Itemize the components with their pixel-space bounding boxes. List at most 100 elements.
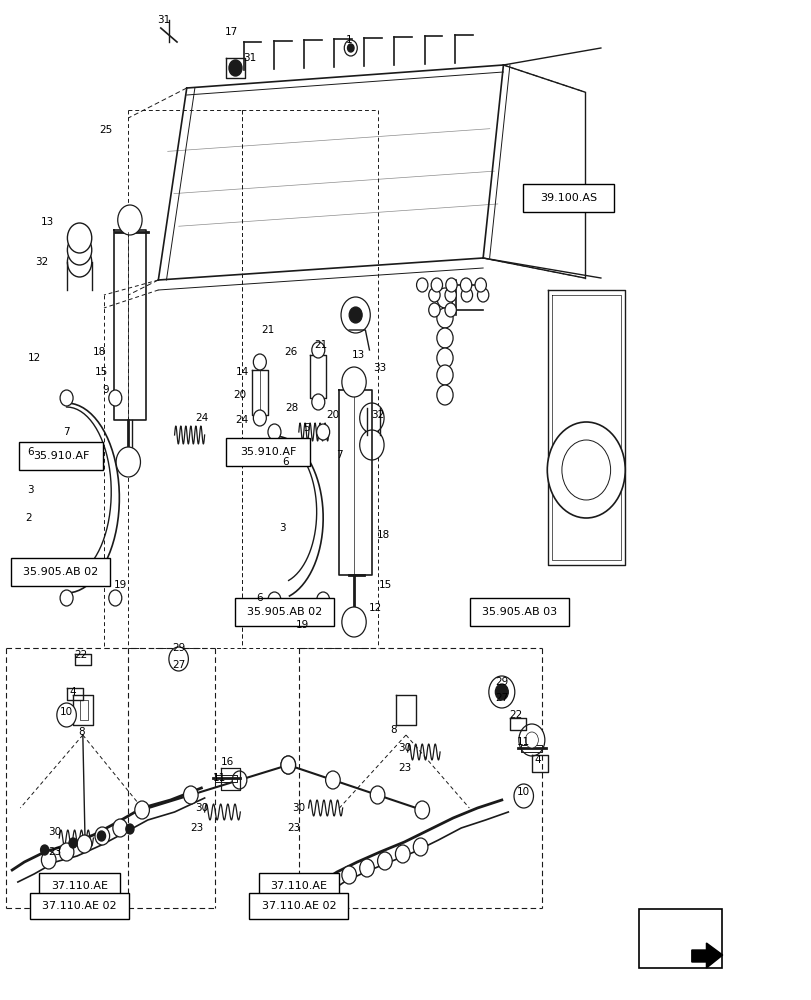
- Text: 23: 23: [397, 763, 410, 773]
- Text: 32: 32: [36, 257, 49, 267]
- Circle shape: [77, 835, 92, 853]
- Circle shape: [316, 592, 329, 608]
- Circle shape: [414, 801, 429, 819]
- Circle shape: [513, 784, 533, 808]
- Text: 8: 8: [390, 725, 397, 735]
- FancyBboxPatch shape: [470, 598, 569, 626]
- Text: 39.100.AS: 39.100.AS: [539, 193, 596, 203]
- Text: 18: 18: [376, 530, 389, 540]
- Circle shape: [281, 756, 295, 774]
- Circle shape: [95, 827, 109, 845]
- Text: 13: 13: [41, 217, 54, 227]
- Circle shape: [116, 447, 140, 477]
- Text: 23: 23: [190, 823, 203, 833]
- Text: 3: 3: [279, 523, 285, 533]
- Text: 10: 10: [60, 707, 73, 717]
- Circle shape: [477, 288, 488, 302]
- Circle shape: [436, 328, 453, 348]
- Circle shape: [460, 278, 471, 292]
- Text: 15: 15: [95, 367, 108, 377]
- Circle shape: [370, 786, 384, 804]
- Text: 6: 6: [28, 447, 34, 457]
- Circle shape: [60, 590, 73, 606]
- Circle shape: [253, 410, 266, 426]
- Circle shape: [359, 430, 384, 460]
- Circle shape: [341, 866, 356, 884]
- Circle shape: [232, 771, 247, 789]
- Text: 20: 20: [326, 410, 339, 420]
- FancyBboxPatch shape: [234, 598, 333, 626]
- Text: 6: 6: [256, 593, 263, 603]
- Circle shape: [316, 424, 329, 440]
- FancyBboxPatch shape: [249, 893, 348, 919]
- Text: 6: 6: [282, 457, 289, 467]
- Circle shape: [268, 592, 281, 608]
- Text: 24: 24: [195, 413, 208, 423]
- Text: 21: 21: [314, 340, 327, 350]
- Circle shape: [341, 297, 370, 333]
- Text: 11: 11: [517, 737, 530, 747]
- Circle shape: [518, 724, 544, 756]
- Circle shape: [311, 394, 324, 410]
- Circle shape: [67, 247, 92, 277]
- Text: 27: 27: [172, 660, 185, 670]
- Text: 22: 22: [508, 710, 521, 720]
- Circle shape: [60, 390, 73, 406]
- Circle shape: [461, 288, 472, 302]
- FancyBboxPatch shape: [19, 442, 103, 470]
- Text: 12: 12: [368, 603, 381, 613]
- Text: 12: 12: [28, 353, 41, 363]
- Circle shape: [525, 732, 538, 748]
- Text: 35.910.AF: 35.910.AF: [239, 447, 296, 457]
- Circle shape: [495, 684, 508, 700]
- Circle shape: [416, 278, 427, 292]
- Text: 35.905.AB 02: 35.905.AB 02: [24, 567, 98, 577]
- Text: 37.110.AE 02: 37.110.AE 02: [261, 901, 336, 911]
- Text: 37.110.AE: 37.110.AE: [270, 881, 327, 891]
- Circle shape: [97, 831, 105, 841]
- Text: 31: 31: [243, 53, 256, 63]
- Text: 30: 30: [195, 803, 208, 813]
- Text: 15: 15: [379, 580, 392, 590]
- Text: 1: 1: [345, 35, 352, 45]
- Text: 30: 30: [49, 827, 62, 837]
- Circle shape: [67, 223, 92, 253]
- Circle shape: [118, 205, 142, 235]
- Text: 35.905.AB 02: 35.905.AB 02: [247, 607, 321, 617]
- Text: 9: 9: [102, 385, 109, 395]
- Text: 37.110.AE 02: 37.110.AE 02: [42, 901, 117, 911]
- FancyBboxPatch shape: [258, 873, 338, 899]
- Circle shape: [436, 385, 453, 405]
- Circle shape: [109, 390, 122, 406]
- Text: 29: 29: [172, 643, 185, 653]
- Circle shape: [561, 440, 610, 500]
- Text: 30: 30: [397, 743, 410, 753]
- Circle shape: [41, 851, 56, 869]
- Text: 20: 20: [233, 390, 246, 400]
- Circle shape: [109, 590, 122, 606]
- Circle shape: [488, 676, 514, 708]
- Circle shape: [431, 278, 442, 292]
- Circle shape: [253, 354, 266, 370]
- Circle shape: [135, 801, 149, 819]
- Text: 32: 32: [371, 410, 384, 420]
- Circle shape: [311, 342, 324, 358]
- Text: 11: 11: [212, 773, 225, 783]
- Circle shape: [395, 845, 410, 863]
- Text: 7: 7: [63, 427, 70, 437]
- Text: 27: 27: [495, 693, 508, 703]
- FancyBboxPatch shape: [638, 908, 721, 967]
- Text: 28: 28: [285, 403, 298, 413]
- Text: 25: 25: [99, 125, 112, 135]
- Circle shape: [444, 303, 456, 317]
- Circle shape: [281, 756, 295, 774]
- Circle shape: [268, 424, 281, 440]
- Text: 24: 24: [235, 415, 248, 425]
- Text: 8: 8: [78, 727, 84, 737]
- Circle shape: [126, 824, 134, 834]
- Circle shape: [445, 278, 457, 292]
- Circle shape: [67, 235, 92, 265]
- Text: 14: 14: [235, 367, 248, 377]
- Circle shape: [341, 367, 366, 397]
- Circle shape: [436, 348, 453, 368]
